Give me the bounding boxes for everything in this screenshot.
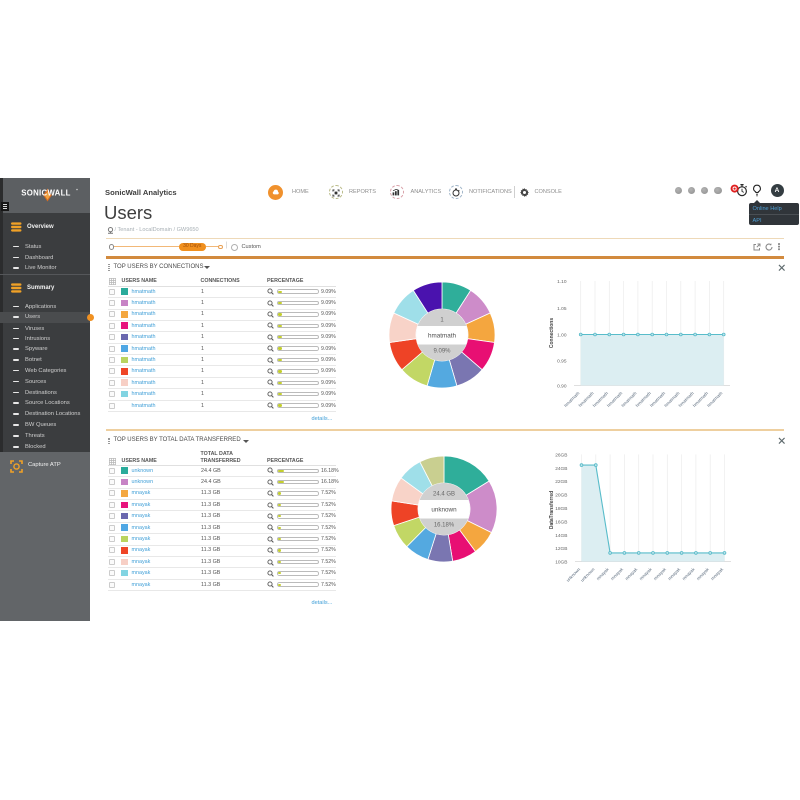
svg-text:12GB: 12GB — [555, 546, 567, 552]
svg-text:hmatmath: hmatmath — [706, 390, 724, 408]
svg-text:unknown: unknown — [431, 507, 457, 514]
svg-text:18GB: 18GB — [555, 506, 567, 512]
svg-text:20GB: 20GB — [555, 493, 567, 499]
svg-text:14GB: 14GB — [555, 533, 567, 539]
svg-text:DataTransferred: DataTransferred — [549, 491, 555, 529]
svg-text:mnayak: mnayak — [595, 566, 610, 581]
svg-text:mnayak: mnayak — [653, 566, 668, 581]
svg-text:SONICWALL: SONICWALL — [21, 189, 70, 198]
svg-text:0.90: 0.90 — [557, 384, 567, 390]
svg-text:16GB: 16GB — [555, 519, 567, 525]
svg-text:mnayak: mnayak — [710, 566, 725, 581]
svg-text:1.00: 1.00 — [557, 333, 567, 339]
svg-text:mnayak: mnayak — [624, 566, 639, 581]
svg-text:mnayak: mnayak — [610, 566, 625, 581]
svg-text:hmatmath: hmatmath — [428, 333, 456, 340]
svg-text:24GB: 24GB — [555, 466, 567, 472]
svg-text:1: 1 — [440, 318, 444, 324]
svg-text:9.09%: 9.09% — [433, 349, 451, 355]
svg-text:26GB: 26GB — [555, 452, 567, 458]
svg-text:mnayak: mnayak — [667, 566, 682, 581]
svg-text:24.4 GB: 24.4 GB — [432, 492, 454, 498]
svg-text:0.95: 0.95 — [557, 359, 567, 365]
svg-text:1.05: 1.05 — [557, 306, 567, 312]
svg-text:unknown: unknown — [580, 566, 596, 582]
svg-text:mnayak: mnayak — [695, 566, 710, 581]
svg-text:Connections: Connections — [549, 318, 555, 348]
svg-text:10GB: 10GB — [555, 560, 567, 566]
svg-text:1.10: 1.10 — [557, 279, 567, 285]
svg-text:22GB: 22GB — [555, 479, 567, 485]
svg-text:mnayak: mnayak — [638, 566, 653, 581]
svg-text:16.18%: 16.18% — [433, 523, 454, 529]
svg-text:unknown: unknown — [565, 566, 581, 582]
svg-text:mnayak: mnayak — [681, 566, 696, 581]
